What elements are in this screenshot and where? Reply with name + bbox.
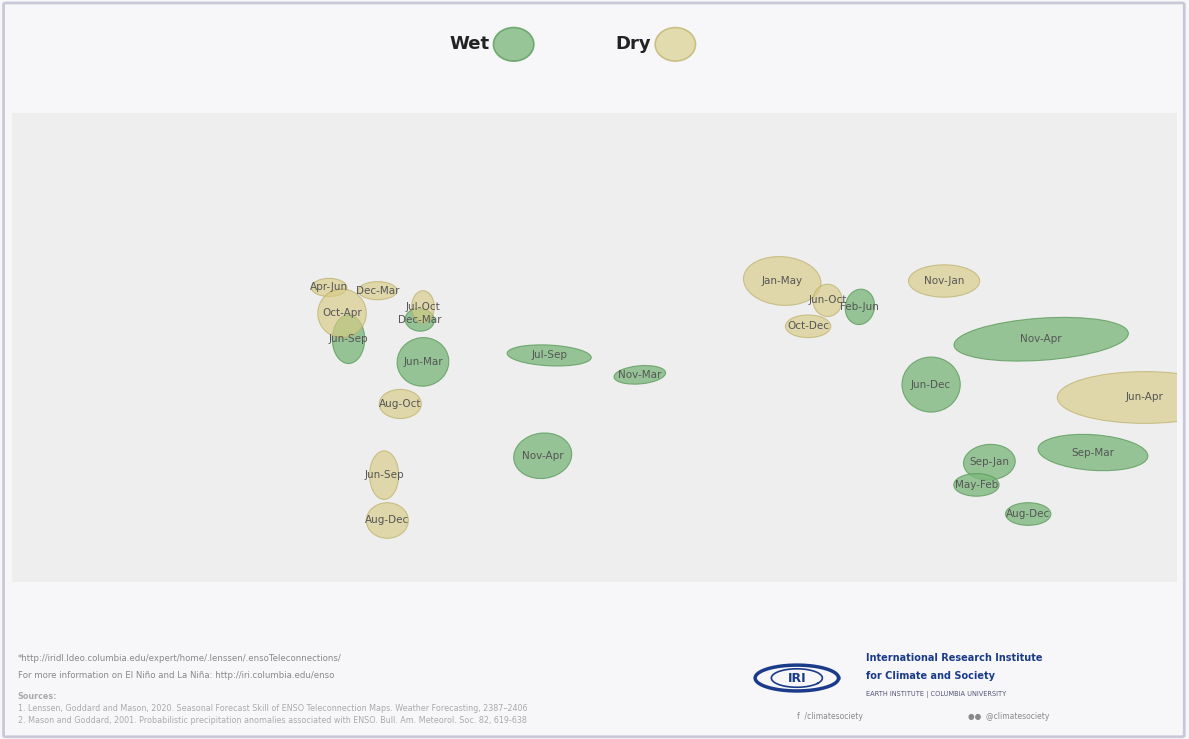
Ellipse shape [614, 366, 666, 384]
Text: International Research Institute: International Research Institute [867, 653, 1043, 663]
Text: Jun-Sep: Jun-Sep [364, 470, 404, 480]
Text: ●●  @climatesociety: ●● @climatesociety [968, 712, 1050, 721]
Ellipse shape [405, 308, 434, 331]
Text: Nov-Apr: Nov-Apr [522, 451, 564, 460]
Ellipse shape [397, 338, 448, 386]
Ellipse shape [1057, 372, 1189, 423]
Text: Sources:: Sources: [18, 692, 57, 701]
Ellipse shape [370, 451, 398, 500]
Ellipse shape [312, 279, 347, 296]
Text: Aug-Oct: Aug-Oct [379, 399, 422, 409]
Text: Wet: Wet [449, 35, 490, 53]
Text: f  /climatesociety: f /climatesociety [797, 712, 863, 721]
Text: Feb-Jun: Feb-Jun [841, 302, 880, 312]
Text: Jun-Apr: Jun-Apr [1126, 392, 1164, 403]
Text: Nov-Jan: Nov-Jan [924, 276, 964, 286]
Text: Nov-Mar: Nov-Mar [618, 370, 661, 380]
Text: Oct-Apr: Oct-Apr [322, 308, 361, 319]
Ellipse shape [908, 265, 980, 297]
Ellipse shape [379, 389, 421, 418]
Text: Dec-Mar: Dec-Mar [356, 286, 400, 296]
Text: Jun-Oct: Jun-Oct [809, 296, 847, 305]
Ellipse shape [317, 289, 366, 338]
Text: IRI: IRI [787, 672, 806, 684]
Ellipse shape [1038, 435, 1147, 471]
Text: EARTH INSTITUTE | COLUMBIA UNIVERSITY: EARTH INSTITUTE | COLUMBIA UNIVERSITY [867, 691, 1007, 698]
Text: Sep-Mar: Sep-Mar [1071, 448, 1114, 457]
Text: Sep-Jan: Sep-Jan [969, 457, 1009, 467]
Text: Jul-Oct: Jul-Oct [405, 302, 440, 312]
Text: *http://iridl.ldeo.columbia.edu/expert/home/.lenssen/.ensoTeleconnections/: *http://iridl.ldeo.columbia.edu/expert/h… [18, 654, 341, 663]
Text: May-Feb: May-Feb [955, 480, 998, 490]
Ellipse shape [411, 290, 434, 323]
Ellipse shape [366, 503, 408, 538]
Text: Aug-Dec: Aug-Dec [365, 516, 409, 525]
Text: Nov-Apr: Nov-Apr [1020, 334, 1062, 344]
Ellipse shape [902, 357, 961, 412]
Ellipse shape [1006, 503, 1051, 525]
Ellipse shape [332, 315, 365, 364]
Text: 1. Lenssen, Goddard and Mason, 2020. Seasonal Forecast Skill of ENSO Teleconnect: 1. Lenssen, Goddard and Mason, 2020. Sea… [18, 704, 528, 713]
Ellipse shape [743, 256, 820, 305]
Text: Jan-May: Jan-May [762, 276, 803, 286]
Text: Aug-Dec: Aug-Dec [1006, 509, 1050, 519]
Ellipse shape [963, 444, 1015, 480]
Text: Apr-Jun: Apr-Jun [310, 282, 348, 293]
Text: For more information on El Niño and La Niña: http://iri.columbia.edu/enso: For more information on El Niño and La N… [18, 671, 334, 680]
Ellipse shape [954, 317, 1128, 361]
Ellipse shape [786, 315, 831, 338]
Text: 2. Mason and Goddard, 2001. Probabilistic precipitation anomalies associated wit: 2. Mason and Goddard, 2001. Probabilisti… [18, 716, 527, 725]
Text: for Climate and Society: for Climate and Society [867, 671, 995, 681]
Ellipse shape [655, 27, 696, 61]
Text: Jun-Dec: Jun-Dec [911, 380, 951, 389]
Text: Jun-Mar: Jun-Mar [403, 357, 442, 367]
Text: Dry: Dry [616, 35, 652, 53]
Ellipse shape [813, 285, 842, 316]
Text: Jul-Sep: Jul-Sep [531, 350, 567, 361]
Ellipse shape [508, 345, 591, 366]
Ellipse shape [845, 289, 875, 324]
Ellipse shape [514, 433, 572, 479]
Ellipse shape [358, 282, 397, 300]
Ellipse shape [493, 27, 534, 61]
Ellipse shape [954, 474, 999, 496]
Text: Oct-Dec: Oct-Dec [787, 321, 829, 331]
Text: Dec-Mar: Dec-Mar [398, 315, 441, 325]
Text: Jun-Sep: Jun-Sep [328, 334, 369, 344]
